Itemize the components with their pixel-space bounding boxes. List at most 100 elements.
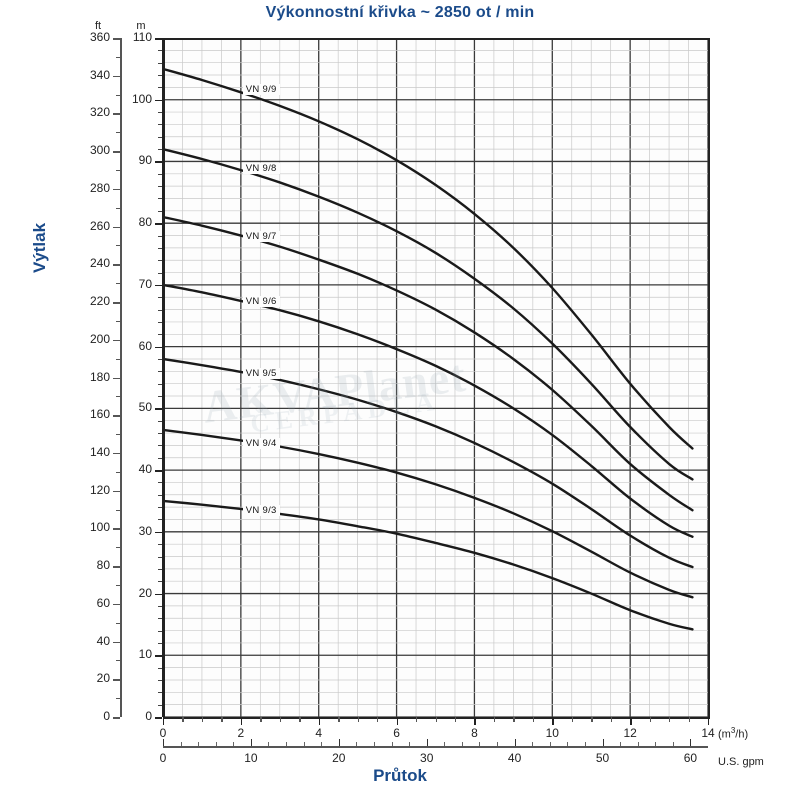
y-label-ft: 0 xyxy=(103,709,110,723)
y-tick-ft-major xyxy=(113,188,120,191)
x-axis-unit-gpm: U.S. gpm xyxy=(718,756,764,768)
y-tick-m-minor xyxy=(158,605,162,607)
x-tick-gpm-minor xyxy=(215,742,217,746)
y-tick-m-minor xyxy=(158,692,162,694)
y-label-m: 0 xyxy=(145,709,152,723)
y-tick-m-minor xyxy=(158,87,162,89)
x-tick-m3h-minor xyxy=(435,717,437,722)
y-tick-ft-minor xyxy=(116,358,120,360)
y-tick-m-minor xyxy=(158,272,162,274)
y-tick-m-minor xyxy=(158,445,162,447)
x-tick-gpm-minor xyxy=(180,742,182,746)
y-tick-m-minor xyxy=(158,371,162,373)
x-tick-m3h-minor xyxy=(493,717,496,722)
y-tick-m-minor xyxy=(158,186,162,188)
y-tick-m-minor xyxy=(158,235,162,237)
x-tick-m3h-minor xyxy=(571,717,574,722)
x-tick-gpm-minor xyxy=(303,742,305,746)
x-tick-m3h-major xyxy=(708,717,710,725)
y-tick-ft-minor xyxy=(116,56,120,58)
y-axis-unit-ft: ft xyxy=(94,20,102,32)
y-tick-ft-minor xyxy=(116,434,120,436)
y-tick-ft-major xyxy=(113,113,120,115)
x-label-m3h: 8 xyxy=(471,726,478,740)
y-tick-m-minor xyxy=(158,198,162,200)
x-tick-gpm-minor xyxy=(409,742,411,746)
x-tick-gpm-minor xyxy=(655,742,657,746)
x-tick-gpm-minor xyxy=(497,742,499,746)
y-tick-m-minor xyxy=(158,581,162,583)
y-label-m: 80 xyxy=(138,215,152,230)
y-tick-m-major xyxy=(155,284,162,287)
y-tick-m-minor xyxy=(158,124,162,126)
y-label-ft: 80 xyxy=(96,558,110,573)
y-tick-m-major xyxy=(155,161,162,163)
y-label-ft: 120 xyxy=(89,482,110,497)
x-tick-m3h-major xyxy=(630,717,632,725)
y-tick-m-major xyxy=(155,470,162,472)
x-tick-m3h-major xyxy=(240,717,243,725)
curve-label-vn-9-3: VN 9/3 xyxy=(242,505,280,517)
y-label-m: 20 xyxy=(138,585,152,600)
y-label-ft: 280 xyxy=(89,180,110,195)
grid-lines xyxy=(163,38,708,717)
y-tick-m-minor xyxy=(158,334,162,336)
y-tick-m-minor xyxy=(158,62,162,64)
y-tick-ft-major xyxy=(113,641,120,644)
x-label-gpm: 30 xyxy=(420,751,434,765)
x-label-m3h: 12 xyxy=(623,726,637,740)
y-tick-ft-minor xyxy=(116,698,120,700)
x-label-m3h: 10 xyxy=(545,726,559,740)
x-label-gpm: 10 xyxy=(244,751,258,765)
y-label-ft: 60 xyxy=(96,595,110,610)
y-label-ft: 300 xyxy=(89,143,110,158)
x-tick-m3h-major xyxy=(552,717,554,725)
y-label-ft: 200 xyxy=(89,331,110,346)
y-tick-m-minor xyxy=(158,260,162,262)
x-tick-m3h-minor xyxy=(669,717,671,722)
x-tick-gpm-minor xyxy=(549,742,551,746)
y-label-ft: 100 xyxy=(89,520,110,535)
y-tick-ft-minor xyxy=(116,471,120,473)
x-tick-gpm-minor xyxy=(198,742,200,746)
y-tick-m-minor xyxy=(158,556,162,558)
x-tick-gpm-minor xyxy=(321,742,323,746)
y-tick-m-minor xyxy=(158,136,162,138)
y-label-ft: 140 xyxy=(89,444,110,459)
curve-vn-9-3 xyxy=(163,499,694,631)
x-tick-m3h-minor xyxy=(279,717,282,722)
y-label-m: 70 xyxy=(138,276,152,291)
x-tick-m3h-minor xyxy=(338,717,340,722)
x-tick-m3h-minor xyxy=(377,717,379,722)
x-tick-gpm-major xyxy=(514,739,516,746)
x-tick-m3h-major xyxy=(318,717,321,725)
y-tick-m-major xyxy=(155,99,162,102)
y-tick-ft-minor xyxy=(116,509,120,511)
y-tick-m-major xyxy=(155,593,162,596)
y-axis-title: Výtlak xyxy=(30,222,49,274)
y-tick-m-major xyxy=(155,38,162,40)
x-label-gpm: 20 xyxy=(332,751,346,765)
y-tick-ft-minor xyxy=(116,170,120,172)
y-tick-ft-major xyxy=(113,603,120,606)
y-tick-m-minor xyxy=(158,173,162,175)
y-label-m: 60 xyxy=(138,338,152,353)
plot-area xyxy=(163,38,710,719)
x-tick-gpm-major xyxy=(690,739,692,746)
x-axis-unit-m3h: (m3/h) xyxy=(718,726,749,741)
y-label-ft: 40 xyxy=(96,633,110,648)
y-tick-m-minor xyxy=(158,396,162,398)
y-label-ft: 340 xyxy=(89,67,110,82)
y-label-ft: 260 xyxy=(89,218,110,233)
curve-vn-9-9 xyxy=(163,67,694,450)
y-label-ft: 360 xyxy=(89,30,110,44)
y-tick-m-minor xyxy=(158,482,162,484)
x-tick-gpm-minor xyxy=(567,742,569,746)
y-tick-ft-minor xyxy=(116,660,120,662)
y-tick-m-major xyxy=(155,717,162,719)
y-label-m: 100 xyxy=(131,91,152,106)
x-label-m3h: 2 xyxy=(237,726,245,740)
x-tick-gpm-major xyxy=(602,739,604,746)
x-tick-gpm-minor xyxy=(391,742,393,746)
